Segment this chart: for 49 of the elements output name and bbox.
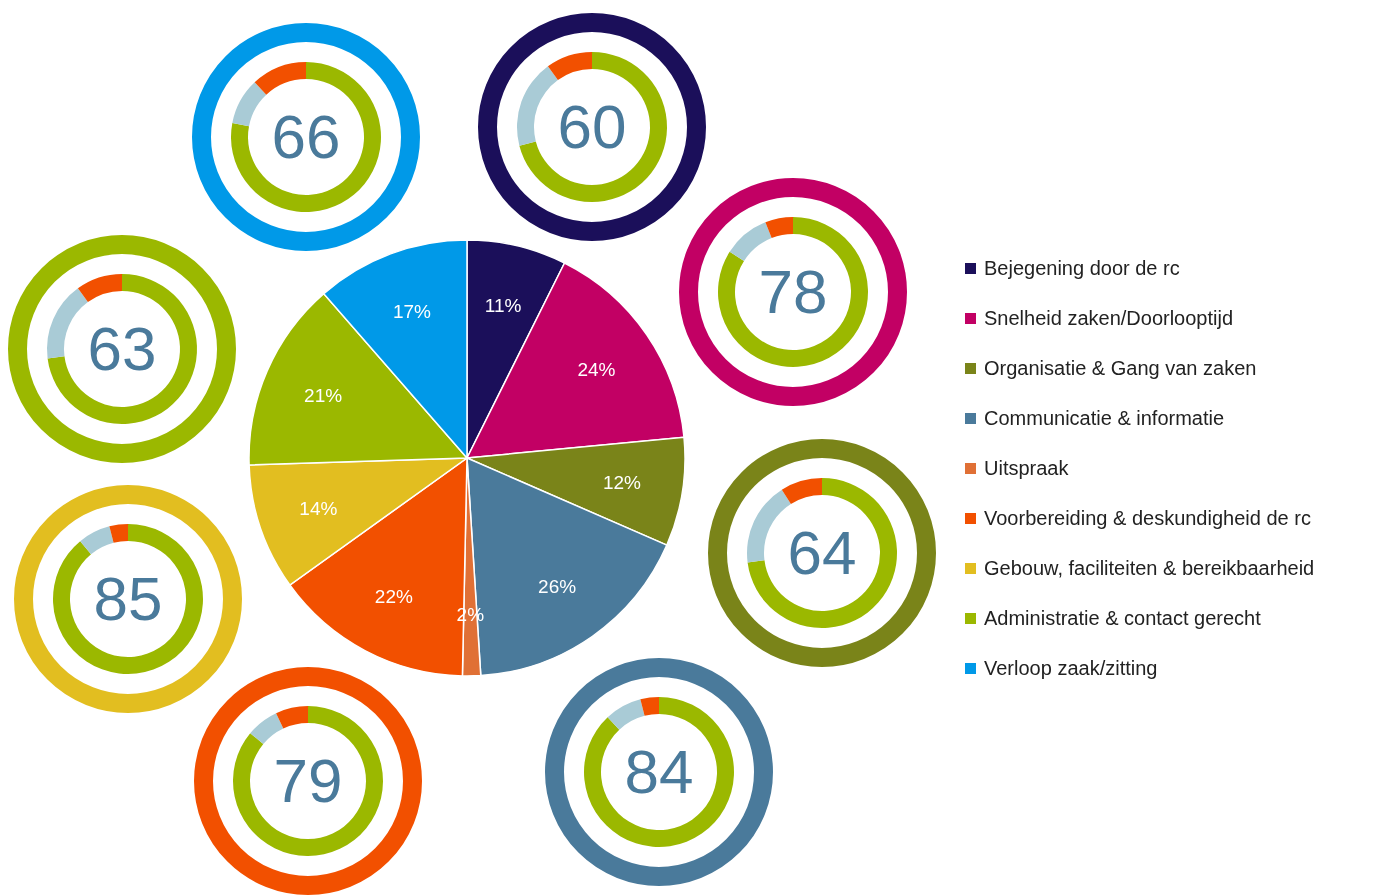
donut-slice xyxy=(747,478,897,628)
legend-label: Administratie & contact gerecht xyxy=(984,606,1261,630)
donut-slice xyxy=(250,713,284,745)
text: 64 xyxy=(787,518,857,587)
data-label: 21% xyxy=(304,384,343,406)
donut-slice xyxy=(519,52,667,202)
text: 78 xyxy=(758,257,828,326)
legend-label: Uitspraak xyxy=(984,456,1069,480)
legend-label: Verloop zaak/zitting xyxy=(984,656,1158,680)
data-label: 24% xyxy=(577,358,616,380)
data-label: 22% xyxy=(374,586,413,608)
legend-label: Organisatie & Gang van zaken xyxy=(984,356,1257,380)
donut-slice xyxy=(53,524,203,674)
legend-label: Gebouw, faciliteiten & bereikbaarheid xyxy=(984,556,1315,580)
donut-slice xyxy=(747,489,791,563)
donut-slice xyxy=(640,697,659,716)
donut-slice xyxy=(718,217,868,367)
donut-slice xyxy=(729,222,772,261)
donut-slice xyxy=(47,288,88,359)
donut-slice xyxy=(607,699,645,730)
text: 66 xyxy=(271,102,341,171)
donut-slice xyxy=(254,62,306,95)
legend-label: Bejegening door de rc xyxy=(984,256,1180,280)
text: 85 xyxy=(93,564,163,633)
donut-slice xyxy=(276,706,308,729)
text: 84 xyxy=(624,737,694,806)
data-label: 17% xyxy=(392,300,432,322)
legend-label: Snelheid zaken/Doorlooptijd xyxy=(984,306,1234,330)
data-label: 14% xyxy=(299,497,338,519)
data-label: 11% xyxy=(484,294,522,316)
donut-slice xyxy=(765,217,793,239)
legend-label: Voorbereiding & deskundigheid de rc xyxy=(984,506,1311,530)
donut-slice xyxy=(547,52,592,81)
donut-slice xyxy=(80,526,114,555)
donut-slice xyxy=(517,66,558,146)
data-label: 12% xyxy=(602,472,642,494)
donut-slice xyxy=(77,274,122,303)
donut-slice xyxy=(231,62,381,212)
donut-slice xyxy=(232,82,267,127)
text: 60 xyxy=(557,92,627,161)
legend-label: Communicatie & informatie xyxy=(984,406,1225,430)
donut-slice xyxy=(109,524,128,543)
donut-slice xyxy=(233,706,383,856)
donut-slice xyxy=(584,697,734,847)
text: 79 xyxy=(273,746,343,815)
text: 63 xyxy=(87,314,157,383)
donut-slice xyxy=(781,478,822,505)
data-label: 26% xyxy=(538,576,577,598)
donut-slice xyxy=(47,274,197,424)
